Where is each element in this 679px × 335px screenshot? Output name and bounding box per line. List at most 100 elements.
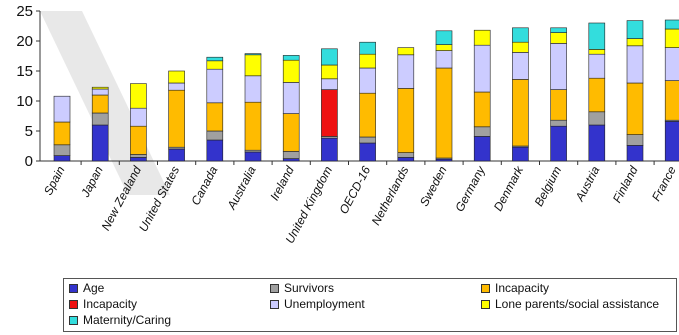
- bar-segment: [473, 136, 491, 162]
- bar-segment: [282, 113, 300, 152]
- bar-segment: [588, 49, 606, 55]
- bar-segment: [397, 47, 415, 56]
- bar-segment: [321, 48, 338, 66]
- legend-swatch: [481, 299, 490, 309]
- y-tick-label: 0: [25, 153, 33, 170]
- y-tick-label: 20: [16, 33, 33, 50]
- bar-segment: [359, 136, 376, 144]
- legend-swatch: [481, 283, 490, 293]
- legend-swatch: [270, 283, 279, 293]
- y-tick-label: 10: [16, 93, 33, 110]
- x-tick-label: Finland: [610, 164, 641, 206]
- bar-segment: [321, 89, 338, 137]
- bar-segment: [626, 45, 644, 84]
- bar-segment: [435, 67, 453, 159]
- bar-segment: [244, 101, 262, 151]
- bar-segment: [282, 82, 300, 114]
- bar-segment: [664, 121, 679, 162]
- bar-segment: [588, 77, 606, 113]
- legend-label: Age: [83, 281, 105, 295]
- bar-segment: [588, 111, 606, 126]
- x-tick-label: Germany: [452, 163, 488, 214]
- bar-segment: [664, 80, 679, 121]
- bar-segment: [512, 52, 529, 80]
- bar-segment: [435, 50, 453, 69]
- bar-segment: [512, 79, 529, 147]
- legend-item: Unemployment: [270, 296, 365, 312]
- bar-segment: [206, 68, 224, 104]
- bar-segment: [550, 27, 567, 33]
- bar-segment: [626, 134, 644, 146]
- bar-segment: [130, 83, 147, 109]
- bar-segment: [550, 43, 567, 90]
- bar-segment: [664, 28, 679, 48]
- legend-item: Age: [69, 280, 104, 296]
- x-tick-label: Australia: [224, 164, 259, 213]
- bar-segment: [244, 54, 262, 77]
- bar-segment: [397, 54, 415, 89]
- bar-segment: [473, 91, 491, 128]
- bar-segment: [91, 124, 109, 162]
- bar-segment: [626, 145, 644, 162]
- bar-segment: [168, 148, 185, 162]
- x-tick-label: Austria: [572, 164, 603, 205]
- bar-segment: [244, 75, 262, 103]
- legend-swatch: [270, 299, 279, 309]
- bar-segment: [626, 20, 644, 39]
- bar-segment: [168, 89, 185, 148]
- legend-item: Maternity/Caring: [69, 312, 171, 328]
- bar-segment: [550, 32, 567, 44]
- legend-label: Incapacity: [83, 297, 138, 311]
- bar-segment: [664, 19, 679, 30]
- legend-item: Incapacity: [481, 280, 549, 296]
- bar-segment: [244, 151, 262, 162]
- x-tick-label: France: [649, 164, 679, 204]
- bar-segment: [626, 38, 644, 47]
- bar-segment: [550, 89, 567, 121]
- bar-segment: [53, 155, 71, 162]
- bar-segment: [53, 121, 71, 146]
- bar-segment: [512, 146, 529, 162]
- legend-item: Incapacity: [69, 296, 137, 312]
- x-tick-label: OECD-16: [336, 164, 373, 217]
- bar-segment: [550, 119, 567, 127]
- legend-label: Unemployment: [284, 297, 365, 311]
- bar-segment: [91, 112, 109, 126]
- bar-segment: [282, 151, 300, 159]
- y-tick-label: 5: [25, 123, 33, 140]
- legend-label: Lone parents/social assistance: [495, 297, 660, 311]
- bar-segment: [130, 157, 147, 162]
- bar-segment: [359, 92, 376, 138]
- x-tick-label: Ireland: [267, 164, 297, 203]
- bar-segment: [168, 82, 185, 91]
- x-tick-label: Sweden: [417, 164, 450, 209]
- bar-segment: [206, 139, 224, 162]
- y-tick-label: 25: [16, 3, 33, 20]
- bar-segment: [53, 144, 71, 156]
- bar-segment: [206, 60, 224, 70]
- x-tick-label: Netherlands: [369, 164, 412, 228]
- bar-segment: [359, 41, 376, 55]
- bar-segment: [626, 82, 644, 135]
- bar-segment: [130, 154, 147, 158]
- legend-swatch: [69, 283, 78, 293]
- bar-segment: [435, 30, 453, 45]
- x-tick-label: Japan: [78, 164, 106, 201]
- bar-segment: [321, 137, 338, 162]
- bar-segment: [588, 53, 606, 79]
- bar-segment: [359, 67, 376, 94]
- bar-segment: [397, 152, 415, 158]
- bar-segment: [512, 41, 529, 53]
- bar-segment: [282, 59, 300, 83]
- bar-segment: [435, 44, 453, 51]
- bar-segment: [206, 130, 224, 141]
- legend-label: Maternity/Caring: [83, 313, 172, 327]
- x-tick-label: Belgium: [532, 164, 565, 209]
- bar-segment: [359, 142, 376, 162]
- chart-legend: Age Survivors Incapacity Incapacity Unemploy…: [63, 278, 677, 332]
- legend-label: Incapacity: [495, 281, 550, 295]
- bar-segment: [168, 70, 185, 84]
- bar-segment: [53, 95, 71, 123]
- y-tick-label: 15: [16, 63, 33, 80]
- bar-segment: [91, 88, 109, 96]
